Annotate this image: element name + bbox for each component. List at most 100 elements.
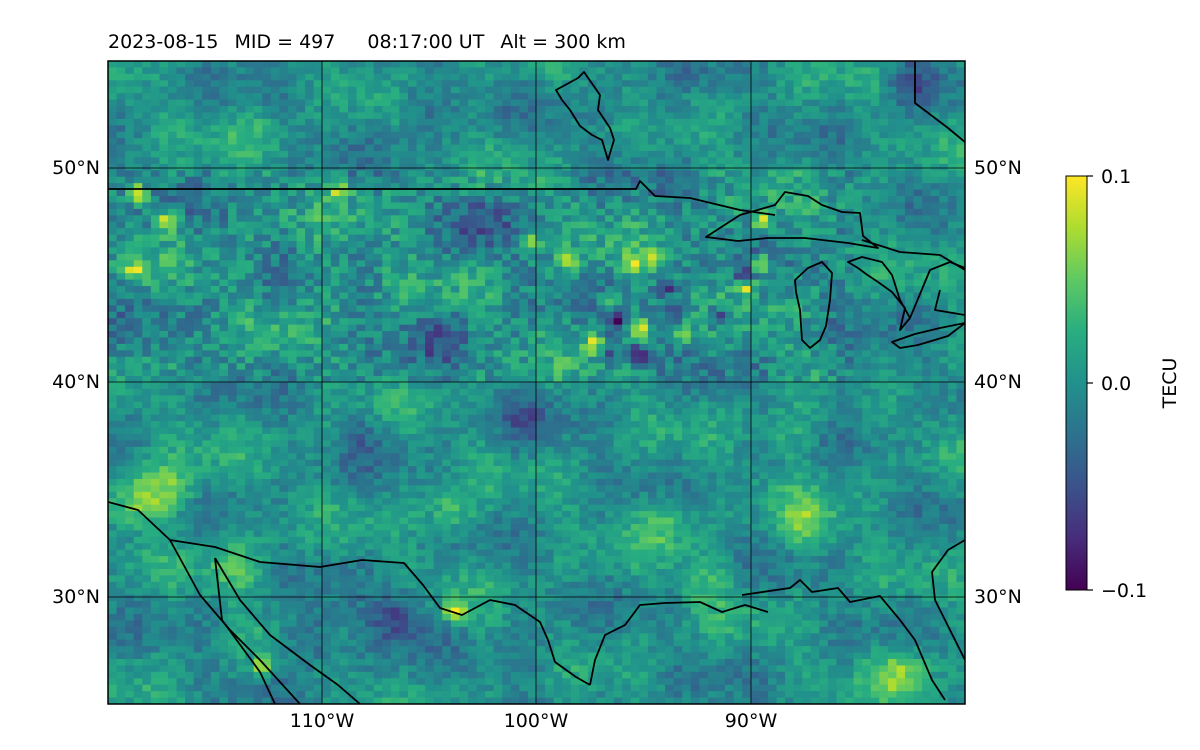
heatmap-cell	[305, 208, 315, 216]
heatmap-cell	[527, 176, 538, 184]
heatmap-cell	[219, 157, 229, 165]
heatmap-cell	[845, 99, 855, 107]
heatmap-cell	[356, 151, 366, 159]
heatmap-cell	[725, 183, 735, 191]
heatmap-cell	[587, 176, 598, 184]
heatmap-cell	[682, 318, 692, 326]
map-panel	[107, 60, 966, 705]
heatmap-cell	[296, 73, 306, 81]
heatmap-cell	[527, 279, 538, 287]
heatmap-cell	[665, 298, 675, 306]
heatmap-cell	[270, 138, 280, 146]
heatmap-cell	[930, 324, 940, 332]
heatmap-cell	[956, 260, 965, 268]
heatmap-cell	[862, 144, 872, 152]
heatmap-cell	[767, 331, 778, 339]
heatmap-cell	[399, 350, 409, 358]
heatmap-cell	[476, 266, 486, 274]
heatmap-cell	[493, 298, 503, 306]
heatmap-cell	[656, 292, 666, 300]
heatmap-cell	[870, 163, 880, 171]
heatmap-cell	[836, 144, 846, 152]
heatmap-cell	[956, 331, 965, 339]
heatmap-cell	[570, 228, 580, 236]
heatmap-cell	[433, 151, 443, 159]
heatmap-cell	[339, 266, 349, 274]
heatmap-cell	[193, 196, 203, 204]
heatmap-cell	[733, 183, 743, 191]
heatmap-cell	[656, 363, 666, 371]
heatmap-cell	[116, 350, 126, 358]
heatmap-cell	[776, 106, 786, 114]
heatmap-cell	[159, 125, 169, 133]
heatmap-cell	[836, 228, 846, 236]
heatmap-cell	[347, 292, 358, 300]
heatmap-cell	[133, 260, 143, 268]
heatmap-cell	[879, 106, 889, 114]
heatmap-cell	[485, 318, 495, 326]
heatmap-cell	[202, 202, 212, 210]
heatmap-cell	[433, 157, 443, 165]
heatmap-cell	[536, 112, 546, 120]
heatmap-cell	[922, 196, 932, 204]
heatmap-cell	[776, 292, 786, 300]
heatmap-cell	[553, 324, 563, 332]
heatmap-cell	[656, 298, 666, 306]
heatmap-cell	[142, 305, 152, 313]
heatmap-cell	[562, 144, 572, 152]
heatmap-cell	[167, 176, 178, 184]
heatmap-cell	[622, 253, 632, 261]
heatmap-cell	[313, 144, 323, 152]
heatmap-cell	[433, 266, 443, 274]
heatmap-cell	[176, 305, 186, 313]
heatmap-cell	[433, 356, 443, 364]
heatmap-cell	[545, 118, 555, 126]
heatmap-cell	[167, 189, 178, 197]
heatmap-cell	[245, 196, 255, 204]
heatmap-cell	[356, 298, 366, 306]
heatmap-cell	[527, 196, 538, 204]
heatmap-cell	[167, 234, 178, 242]
heatmap-cell	[116, 163, 126, 171]
heatmap-cell	[887, 131, 898, 139]
heatmap-cell	[150, 151, 161, 159]
heatmap-cell	[947, 292, 958, 300]
heatmap-cell	[167, 363, 178, 371]
heatmap-cell	[356, 266, 366, 274]
heatmap-cell	[913, 318, 923, 326]
heatmap-cell	[682, 331, 692, 339]
heatmap-cell	[373, 112, 383, 120]
heatmap-cell	[339, 305, 349, 313]
heatmap-cell	[356, 343, 366, 351]
heatmap-cell	[810, 144, 820, 152]
heatmap-cell	[193, 61, 203, 69]
heatmap-cell	[210, 131, 221, 139]
heatmap-cell	[673, 311, 683, 319]
heatmap-cell	[236, 221, 246, 229]
heatmap-cell	[467, 331, 478, 339]
heatmap-cell	[253, 350, 263, 358]
heatmap-cell	[759, 324, 769, 332]
heatmap-cell	[270, 305, 280, 313]
heatmap-cell	[605, 305, 615, 313]
heatmap-cell	[810, 125, 820, 133]
heatmap-cell	[339, 247, 349, 255]
heatmap-cell	[579, 350, 589, 358]
heatmap-cell	[793, 324, 803, 332]
heatmap-cell	[630, 343, 640, 351]
heatmap-cell	[913, 337, 923, 345]
heatmap-cell	[390, 106, 400, 114]
heatmap-cell	[347, 273, 358, 281]
heatmap-cell	[193, 151, 203, 159]
heatmap-cell	[536, 170, 546, 178]
heatmap-cell	[947, 73, 958, 81]
heatmap-cell	[750, 305, 760, 313]
heatmap-cell	[665, 189, 675, 197]
heatmap-cell	[896, 202, 906, 210]
heatmap-cell	[476, 61, 486, 69]
heatmap-cell	[150, 163, 161, 171]
heatmap-cell	[527, 376, 538, 384]
heatmap-cell	[150, 208, 161, 216]
heatmap-cell	[630, 215, 640, 223]
heatmap-cell	[365, 61, 375, 69]
